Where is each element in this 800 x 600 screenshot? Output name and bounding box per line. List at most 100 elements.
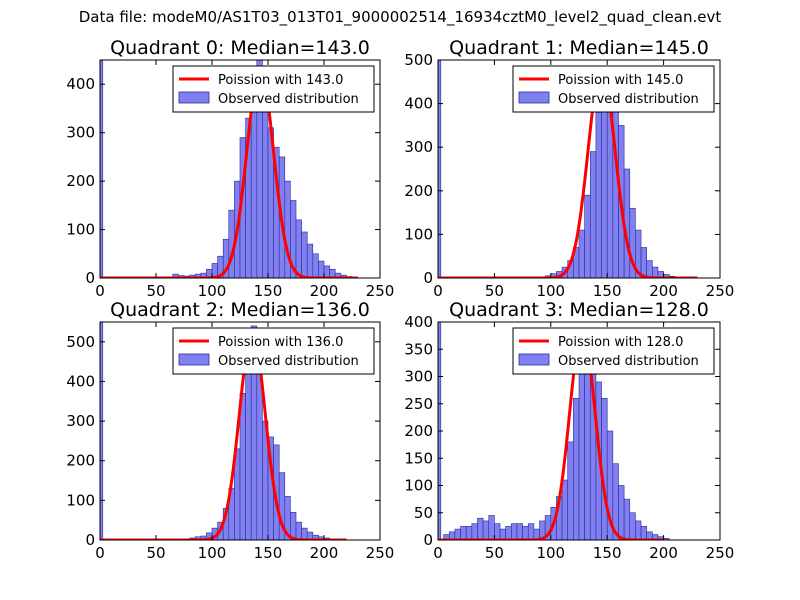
histogram-bar	[301, 231, 308, 278]
histogram-bar	[646, 260, 653, 278]
x-tick-label: 200	[310, 282, 339, 300]
legend-label-observed: Observed distribution	[218, 354, 359, 369]
histogram-bar	[323, 265, 330, 278]
histogram-bar	[482, 520, 490, 540]
x-tick-label: 100	[198, 282, 227, 300]
histogram-bar	[578, 229, 585, 278]
y-tick-label: 300	[66, 124, 95, 142]
y-tick-label: 200	[66, 452, 95, 470]
histogram-bar	[465, 526, 473, 540]
legend-label-poisson: Poission with 136.0	[218, 335, 343, 350]
histogram-bar	[511, 523, 518, 540]
legend-label-observed: Observed distribution	[558, 92, 699, 107]
histogram-bar	[100, 60, 104, 278]
histogram-bar	[262, 103, 269, 278]
subplot-title: Quadrant 1: Median=145.0	[449, 37, 709, 59]
histogram-bar	[589, 151, 597, 278]
histogram-bar	[318, 260, 325, 278]
histogram-bar	[623, 498, 631, 540]
histogram-bar	[295, 521, 302, 540]
subplot-title: Quadrant 0: Median=143.0	[110, 37, 370, 59]
histogram-bar	[584, 194, 591, 278]
legend-patch-swatch	[178, 91, 210, 104]
histogram-bar	[312, 253, 319, 278]
x-tick-label: 150	[593, 282, 622, 300]
poisson-curve	[438, 328, 664, 540]
histogram-bar	[516, 523, 523, 540]
y-tick-label: 0	[423, 531, 433, 549]
y-tick-label: 100	[66, 221, 95, 239]
x-tick-label: 0	[95, 282, 105, 300]
x-tick-label: 250	[706, 282, 735, 300]
legend-label-poisson: Poission with 143.0	[218, 73, 343, 88]
legend-label-poisson: Poission with 145.0	[558, 73, 683, 88]
y-tick-label: 0	[85, 531, 95, 549]
plot-area	[100, 60, 358, 278]
histogram-bar	[239, 393, 246, 540]
x-tick-label: 200	[649, 282, 678, 300]
y-tick-label: 100	[404, 477, 433, 495]
histogram-bar	[454, 528, 461, 540]
legend-label-poisson: Poission with 128.0	[558, 335, 683, 350]
y-tick-label: 200	[66, 172, 95, 190]
x-tick-label: 0	[433, 282, 443, 300]
quadrant-2-chart: 0 50 100 150 200 250 0 100 200 300 400 500 Quadrant …	[66, 299, 394, 562]
y-tick-label: 200	[404, 182, 433, 200]
histogram-bar	[301, 527, 308, 540]
x-tick-label: 150	[254, 282, 283, 300]
histogram-bar	[561, 479, 569, 540]
x-tick-label: 250	[366, 544, 395, 562]
x-tick-label: 50	[146, 544, 165, 562]
y-tick-label: 400	[404, 313, 433, 331]
histogram-bar	[477, 517, 484, 540]
histogram-bar	[499, 528, 506, 540]
histogram-bar	[573, 397, 580, 540]
legend: Poission with 128.0 Observed distribution	[512, 327, 715, 375]
histogram-bar	[460, 526, 467, 540]
legend-box	[172, 327, 375, 375]
axes-frame	[99, 321, 381, 541]
y-tick-label: 100	[404, 225, 433, 243]
axes-frame	[99, 59, 381, 279]
x-tick-label: 0	[433, 544, 443, 562]
histogram-bar	[618, 485, 625, 540]
y-tick-label: 500	[66, 333, 95, 351]
axes-frame	[437, 59, 721, 279]
y-tick-label: 500	[404, 51, 433, 69]
legend: Poission with 143.0 Observed distribution	[172, 65, 375, 113]
legend-box	[172, 65, 375, 113]
y-tick-label: 400	[66, 372, 95, 390]
histogram-bar	[250, 88, 258, 278]
histogram-bar	[640, 247, 647, 278]
plot-area	[100, 322, 347, 540]
x-tick-label: 100	[198, 544, 227, 562]
legend-patch-swatch	[518, 353, 550, 366]
x-tick-label: 100	[536, 544, 565, 562]
subplot-title: Quadrant 3: Median=128.0	[449, 299, 709, 321]
legend-label-observed: Observed distribution	[218, 92, 359, 107]
legend-patch-swatch	[178, 353, 210, 366]
x-tick-label: 0	[95, 544, 105, 562]
histogram-bar	[595, 112, 602, 278]
histogram-bar	[100, 322, 104, 540]
x-tick-label: 100	[536, 282, 565, 300]
histogram-bar	[635, 520, 642, 540]
quadrant-1-chart: 0 50 100 150 200 250 0 100 200 300 400 500 Quadrant …	[404, 37, 734, 300]
legend-label-observed: Observed distribution	[558, 354, 699, 369]
histogram-bar	[527, 523, 535, 540]
histogram-bar	[629, 512, 636, 540]
histogram-bar	[306, 243, 314, 278]
legend-box	[512, 65, 715, 113]
histogram-bar	[488, 515, 495, 540]
x-tick-label: 200	[310, 544, 339, 562]
y-tick-label: 400	[404, 95, 433, 113]
legend: Poission with 136.0 Observed distribution	[172, 327, 375, 375]
y-tick-label: 300	[404, 138, 433, 156]
histogram-bar	[295, 219, 302, 278]
legend-patch-swatch	[518, 91, 550, 104]
y-tick-label: 350	[404, 340, 433, 358]
figure-title: Data file: modeM0/AS1T03_013T01_90000025…	[78, 8, 722, 26]
legend-box	[512, 327, 715, 375]
histogram-bar	[522, 526, 529, 540]
